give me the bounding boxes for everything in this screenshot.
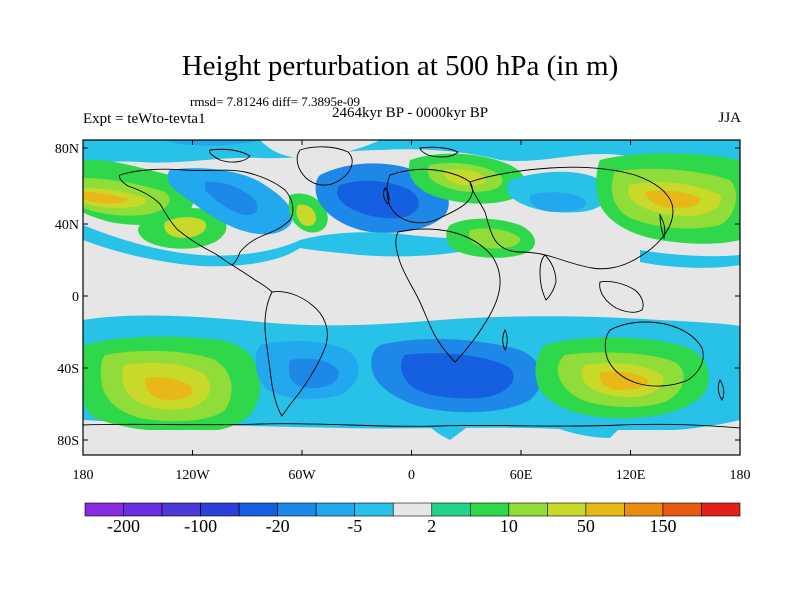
lon-label: 60E	[510, 468, 533, 483]
experiment-label: Expt = teWto-tevta1	[83, 111, 206, 127]
lat-label: 80N	[55, 142, 79, 157]
south-america-deepblue	[288, 358, 339, 388]
new-zealand-coast	[717, 379, 725, 401]
lat-label: 40S	[57, 362, 79, 377]
npacific-orange	[83, 192, 128, 204]
colorbar: -200 -100 -20 -5 2 10 50 150	[84, 502, 741, 536]
indonesia-coast	[599, 281, 644, 313]
colorbar-label: -5	[347, 516, 362, 536]
lat-label: 40N	[55, 218, 79, 233]
colorbar-swatch	[315, 502, 356, 517]
longitude-axis: 180 120W 60W 0 60E 120E 180	[73, 140, 751, 483]
australia-coast	[604, 321, 704, 387]
asia-coast	[469, 166, 674, 270]
south-america-coast	[264, 291, 328, 417]
lon-label: 120W	[175, 468, 210, 483]
africa-coast	[395, 228, 501, 363]
contour-field	[83, 140, 740, 455]
colorbar-swatch	[431, 502, 471, 517]
plot-title: Height perturbation at 500 hPa (in m)	[181, 50, 619, 82]
lon-label: 0	[408, 468, 415, 483]
colorbar-swatch	[547, 502, 587, 517]
colorbar-swatch	[161, 502, 201, 517]
north-america-coast	[119, 168, 294, 266]
lon-label: 60W	[288, 468, 316, 483]
lon-label: 180	[730, 468, 751, 483]
colorbar-swatch	[392, 502, 433, 517]
siberia-blue	[529, 192, 586, 212]
colorbar-swatch	[662, 502, 702, 517]
japan-coast	[659, 213, 666, 240]
svalbard-coast	[419, 146, 459, 158]
latitude-axis: 80N 40N 0 40S 80S	[55, 142, 740, 449]
colorbar-swatch	[123, 502, 163, 517]
greenland-coast	[296, 146, 353, 186]
central-na-deepblue	[205, 181, 258, 216]
antarctic-neutral	[83, 430, 740, 455]
coastlines	[83, 146, 740, 429]
namerica-yellow	[164, 217, 207, 238]
arctic-islands-coast	[209, 148, 251, 163]
antarctic-teal-patch-2	[540, 417, 620, 438]
north-polar-blue	[160, 140, 260, 146]
season-label: JJA	[718, 110, 741, 126]
colorbar-label: -200	[107, 516, 140, 536]
time-range-label: 2464kyr BP - 0000kyr BP	[331, 105, 489, 121]
colorbar-label: -20	[266, 516, 290, 536]
antarctic-teal-patch	[420, 414, 470, 440]
spacific-orange	[145, 377, 193, 400]
lon-label: 120E	[616, 468, 646, 483]
rmsd-diff-line: rmsd= 7.81246 diff= 7.3895e-09	[190, 94, 361, 109]
nwpacific-orange	[645, 190, 701, 208]
colorbar-swatch	[508, 502, 548, 517]
europe-coast	[386, 168, 473, 224]
colorbar-label: 10	[500, 516, 518, 536]
colorbar-swatch	[701, 502, 741, 517]
colorbar-swatch	[624, 502, 664, 517]
colorbar-label: -100	[184, 516, 217, 536]
north-polar-teal-band	[83, 140, 740, 164]
colorbar-swatch	[238, 502, 278, 517]
lat-label: 80S	[57, 434, 79, 449]
europe-yellow	[444, 169, 487, 186]
colorbar-swatch	[200, 502, 240, 517]
antarctica-coast	[83, 423, 740, 429]
colorbar-label: 50	[577, 516, 595, 536]
tropical-na-teal	[83, 225, 300, 267]
tropical-wpacific-teal	[640, 250, 740, 268]
colorbar-swatch	[585, 502, 625, 517]
natlantic-deepblue	[337, 180, 419, 219]
natlantic-west-yellow	[296, 204, 316, 226]
colorbar-label: 2	[427, 516, 436, 536]
colorbar-swatch	[277, 502, 317, 517]
colorbar-swatch	[354, 502, 394, 517]
s-indian-deepblue	[400, 353, 514, 399]
central-america-coast	[231, 264, 273, 293]
colorbar-swatch	[469, 502, 510, 517]
colorbar-label: 150	[649, 516, 676, 536]
india-coast	[539, 254, 557, 301]
saus-orange	[599, 371, 649, 390]
colorbar-swatch	[84, 502, 124, 517]
greenland-neutral	[260, 140, 380, 159]
uk-coast	[383, 187, 390, 205]
lat-label: 0	[72, 290, 79, 305]
madagascar-coast	[502, 328, 508, 352]
tropical-atlantic-teal	[300, 232, 470, 257]
lon-label: 180	[73, 468, 94, 483]
